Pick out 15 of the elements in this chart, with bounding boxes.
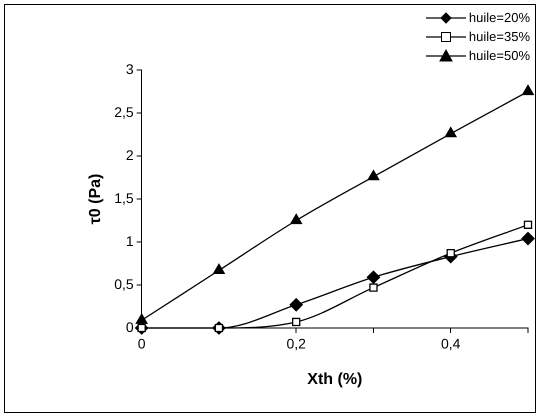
y-tick-label: 1,5	[114, 190, 134, 206]
y-tick-label: 0	[126, 318, 134, 335]
y-tick-label: 2	[126, 146, 134, 163]
y-axis-title: τ0 (Pa)	[87, 174, 104, 224]
legend-label: huile=35%	[468, 28, 530, 46]
x-tick-label: 0,4	[441, 335, 461, 352]
x-tick-label: 0,2	[286, 335, 306, 352]
x-axis-title: Xth (%)	[307, 370, 362, 388]
y-tick-label: 2,5	[114, 104, 134, 120]
x-tick-label: 0	[138, 335, 146, 352]
y-tick-label: 1	[126, 232, 134, 249]
y-tick-label: 0,5	[114, 276, 134, 292]
legend-label: huile=20%	[468, 9, 530, 27]
legend-label: huile=50%	[468, 47, 530, 65]
y-tick-label: 3	[126, 60, 134, 77]
